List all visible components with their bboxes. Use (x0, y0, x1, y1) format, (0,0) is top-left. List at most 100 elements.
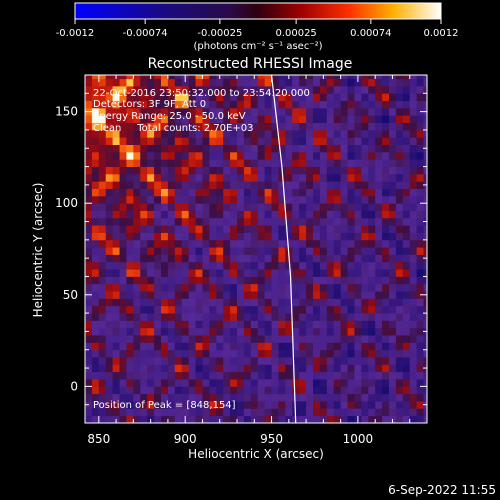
heatmap-cell (202, 151, 210, 160)
heatmap-cell (250, 225, 259, 233)
heatmap-cell (154, 195, 162, 204)
heatmap-cell (389, 371, 397, 380)
heatmap-cell (209, 239, 217, 248)
heatmap-cell (105, 349, 114, 358)
heatmap-cell (382, 159, 390, 167)
heatmap-cell (285, 320, 293, 329)
heatmap-cell (154, 247, 162, 255)
heatmap-cell (257, 276, 266, 285)
heatmap-cell (119, 203, 127, 211)
heatmap-cell (416, 93, 424, 102)
heatmap-cell (319, 159, 328, 167)
heatmap-cell (188, 349, 196, 358)
heatmap-cell (181, 283, 190, 292)
heatmap-cell (105, 393, 114, 402)
heatmap-cell (98, 320, 107, 329)
heatmap-cell (333, 173, 342, 182)
heatmap-cell (105, 159, 114, 167)
heatmap-cell (91, 78, 100, 87)
heatmap-cell (402, 181, 411, 189)
heatmap-cell (209, 151, 217, 160)
heatmap-cell (119, 283, 127, 292)
heatmap-cell (382, 305, 390, 314)
heatmap-cell (85, 408, 93, 417)
heatmap-cell (416, 269, 424, 277)
heatmap-cell (154, 85, 162, 94)
heatmap-cell (347, 203, 355, 211)
heatmap-cell (202, 122, 210, 131)
heatmap-cell (126, 115, 134, 124)
heatmap-cell (319, 239, 328, 248)
heatmap-cell (306, 203, 314, 211)
heatmap-cell (216, 298, 224, 307)
heatmap-cell (91, 320, 100, 329)
heatmap-cell (230, 415, 238, 423)
heatmap-cell (271, 144, 279, 153)
heatmap-cell (402, 78, 411, 87)
heatmap-cell (188, 144, 196, 153)
heatmap-cell (223, 386, 231, 395)
heatmap-cell (209, 181, 217, 189)
heatmap-cell (264, 313, 272, 321)
heatmap-cell (264, 283, 272, 292)
annotation-time-range: 22-Oct-2016 23:50:32.000 to 23:54:20.000 (93, 88, 310, 99)
heatmap-cell (209, 75, 217, 80)
heatmap-cell (195, 298, 203, 307)
heatmap-cell (140, 247, 148, 255)
heatmap-cell (340, 247, 348, 255)
heatmap-cell (354, 100, 362, 109)
heatmap-cell (347, 364, 355, 373)
heatmap-cell (299, 349, 307, 358)
heatmap-cell (264, 203, 272, 211)
heatmap-cell (181, 107, 190, 116)
heatmap-cell (409, 203, 418, 211)
heatmap-cell (423, 210, 427, 219)
heatmap-cell (375, 107, 383, 116)
heatmap-cell (250, 239, 259, 248)
heatmap-cell (85, 129, 93, 138)
heatmap-cell (250, 379, 259, 387)
heatmap-cell (285, 401, 293, 409)
heatmap-cell (292, 379, 300, 387)
heatmap-cell (395, 188, 404, 197)
heatmap-cell (313, 364, 321, 373)
heatmap-cell (112, 393, 120, 402)
heatmap-cell (271, 313, 279, 321)
heatmap-cell (147, 261, 155, 270)
heatmap-cell (85, 393, 93, 402)
heatmap-cell (368, 203, 376, 211)
heatmap-cell (382, 364, 390, 373)
heatmap-cell (409, 129, 418, 138)
heatmap-cell (423, 93, 427, 102)
heatmap-cell (147, 85, 155, 94)
heatmap-cell (237, 371, 245, 380)
heatmap-cell (167, 254, 176, 263)
heatmap-cell (368, 393, 376, 402)
heatmap-cell (395, 225, 404, 233)
heatmap-cell (306, 75, 314, 80)
heatmap-cell (202, 225, 210, 233)
heatmap-cell (126, 349, 134, 358)
heatmap-cell (389, 298, 397, 307)
heatmap-cell (326, 188, 335, 197)
heatmap-cell (209, 401, 217, 409)
heatmap-cell (126, 261, 134, 270)
heatmap-cell (243, 415, 252, 423)
heatmap-cell (147, 247, 155, 255)
heatmap-cell (271, 129, 279, 138)
heatmap-cell (395, 195, 404, 204)
heatmap-cell (105, 93, 114, 102)
heatmap-cell (340, 291, 348, 299)
heatmap-cell (223, 173, 231, 182)
heatmap-cell (354, 203, 362, 211)
heatmap-cell (395, 159, 404, 167)
heatmap-cell (375, 393, 383, 402)
heatmap-cell (119, 408, 127, 417)
heatmap-cell (278, 78, 286, 87)
heatmap-cell (278, 408, 286, 417)
heatmap-cell (161, 298, 169, 307)
heatmap-cell (237, 100, 245, 109)
heatmap-cell (299, 225, 307, 233)
heatmap-cell (257, 335, 266, 343)
heatmap-cell (167, 298, 176, 307)
